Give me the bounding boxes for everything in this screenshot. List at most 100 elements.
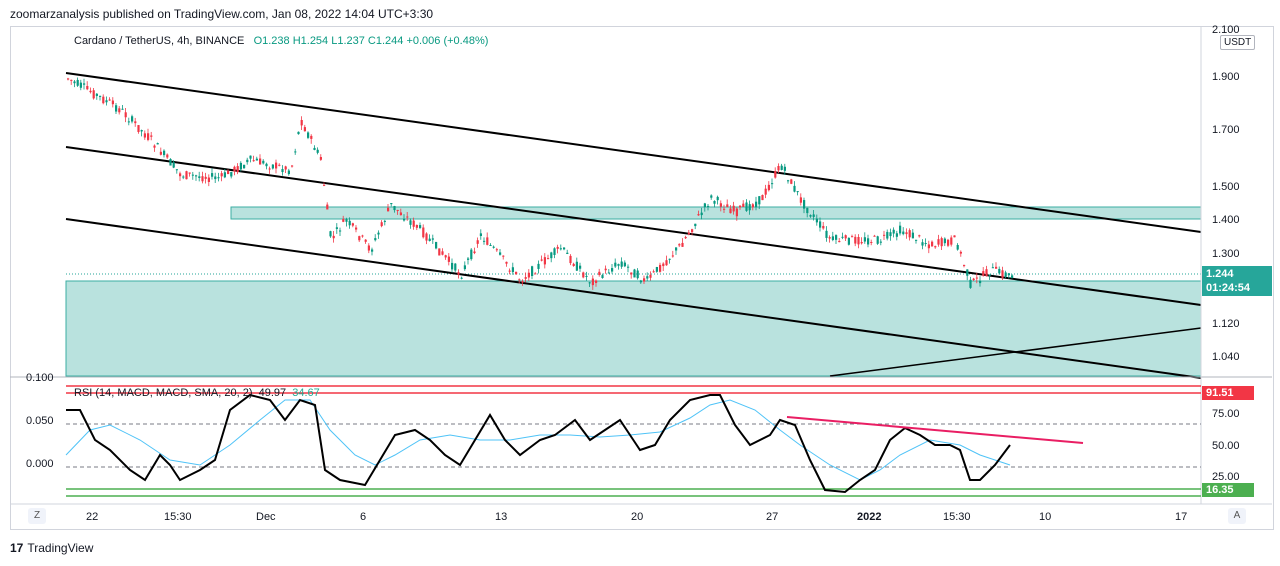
candle-body <box>889 232 892 237</box>
candle-body <box>86 85 89 90</box>
currency-button[interactable]: USDT <box>1220 35 1256 50</box>
candle-body <box>339 230 342 232</box>
candle-body <box>723 208 726 210</box>
candle-body <box>739 205 742 208</box>
candle-body <box>863 237 866 242</box>
candle-body <box>454 263 457 271</box>
candle-body <box>281 169 284 173</box>
candle-body <box>278 164 281 166</box>
candle-body <box>249 155 252 159</box>
candle-body <box>611 268 614 272</box>
rsi-line <box>66 393 1011 494</box>
candle-body <box>835 235 838 240</box>
candle-body <box>191 174 194 176</box>
candle-body <box>943 238 946 244</box>
price-tick: 1.500 <box>1212 181 1240 193</box>
candle-body <box>1001 270 1004 278</box>
symbol-legend[interactable]: Cardano / TetherUS, 4h, BINANCE O1.238 H… <box>74 35 488 47</box>
candle-body <box>1011 275 1014 279</box>
rsi-ma-line <box>65 399 1011 481</box>
candle-body <box>585 275 588 277</box>
candle-body <box>972 278 975 281</box>
candle-body <box>691 229 694 233</box>
candle-body <box>300 119 303 126</box>
candle-body <box>227 170 230 175</box>
candle-body <box>729 208 732 214</box>
candle-body <box>111 100 114 105</box>
candle-body <box>716 196 719 201</box>
candle-body <box>755 201 758 208</box>
rsi-upper-badge: 91.51 <box>1202 386 1254 400</box>
candle-body <box>735 208 738 217</box>
candle-body <box>697 214 700 216</box>
candle-body <box>316 149 319 153</box>
candle-body <box>515 271 518 275</box>
candle-body <box>188 172 191 174</box>
candle-body <box>902 231 905 235</box>
candle-body <box>479 233 482 237</box>
rsi-legend[interactable]: RSI (14, MACD, MACD, SMA, 20, 2) 49.97 3… <box>74 387 320 399</box>
candle-body <box>531 266 534 276</box>
rsi-tick: 25.00 <box>1212 471 1240 483</box>
candle-body <box>79 82 82 88</box>
candle-body <box>892 229 895 234</box>
candle-body <box>876 236 879 244</box>
candle-body <box>547 258 550 260</box>
candlestick-series <box>67 77 1014 290</box>
candle-body <box>204 176 207 179</box>
candle-body <box>275 162 278 169</box>
auto-scale-button[interactable]: A <box>1228 508 1246 524</box>
candle-body <box>841 236 844 238</box>
candle-body <box>614 262 617 267</box>
candle-body <box>652 271 655 273</box>
candle-body <box>908 230 911 238</box>
channel-top-line <box>65 72 1202 233</box>
candle-body <box>636 270 639 279</box>
footer-brand[interactable]: 17 TradingView <box>10 541 93 555</box>
candle-body <box>351 223 354 226</box>
candle-body <box>412 220 415 227</box>
candle-body <box>83 83 86 85</box>
candle-body <box>563 247 566 250</box>
candle-body <box>777 166 780 171</box>
candle-body <box>684 236 687 239</box>
candle-body <box>435 241 438 249</box>
candle-body <box>732 205 735 212</box>
candle-body <box>390 203 393 205</box>
zoom-reset-button[interactable]: Z <box>28 508 46 524</box>
candle-body <box>431 238 434 240</box>
candle-body <box>588 282 591 284</box>
rsi-value: 49.97 <box>258 387 287 399</box>
candle-body <box>694 223 697 227</box>
candle-body <box>607 272 610 274</box>
candle-body <box>646 276 649 279</box>
candle-body <box>879 241 882 243</box>
candle-body <box>121 108 124 110</box>
candle-body <box>556 246 559 249</box>
candle-body <box>371 249 374 252</box>
rsi-left-tick: 0.100 <box>26 372 54 384</box>
last-price-value: 1.244 <box>1206 268 1234 280</box>
candle-body <box>918 235 921 237</box>
candle-body <box>924 243 927 245</box>
candle-body <box>137 125 140 132</box>
candle-body <box>707 205 710 207</box>
time-tick: 17 <box>1175 511 1188 523</box>
candle-body <box>393 206 396 211</box>
candle-body <box>783 166 786 171</box>
candle-body <box>303 127 306 132</box>
candle-body <box>883 234 886 236</box>
time-tick: 22 <box>86 511 99 523</box>
candle-body <box>931 241 934 247</box>
candle-body <box>742 203 745 207</box>
candle-body <box>483 240 486 242</box>
candle-body <box>323 184 326 186</box>
candle-body <box>518 279 521 281</box>
candle-body <box>486 237 489 245</box>
candle-body <box>623 262 626 267</box>
candle-body <box>153 145 156 148</box>
time-tick: 15:30 <box>164 511 192 523</box>
candle-body <box>543 257 546 265</box>
candle-body <box>726 204 729 208</box>
